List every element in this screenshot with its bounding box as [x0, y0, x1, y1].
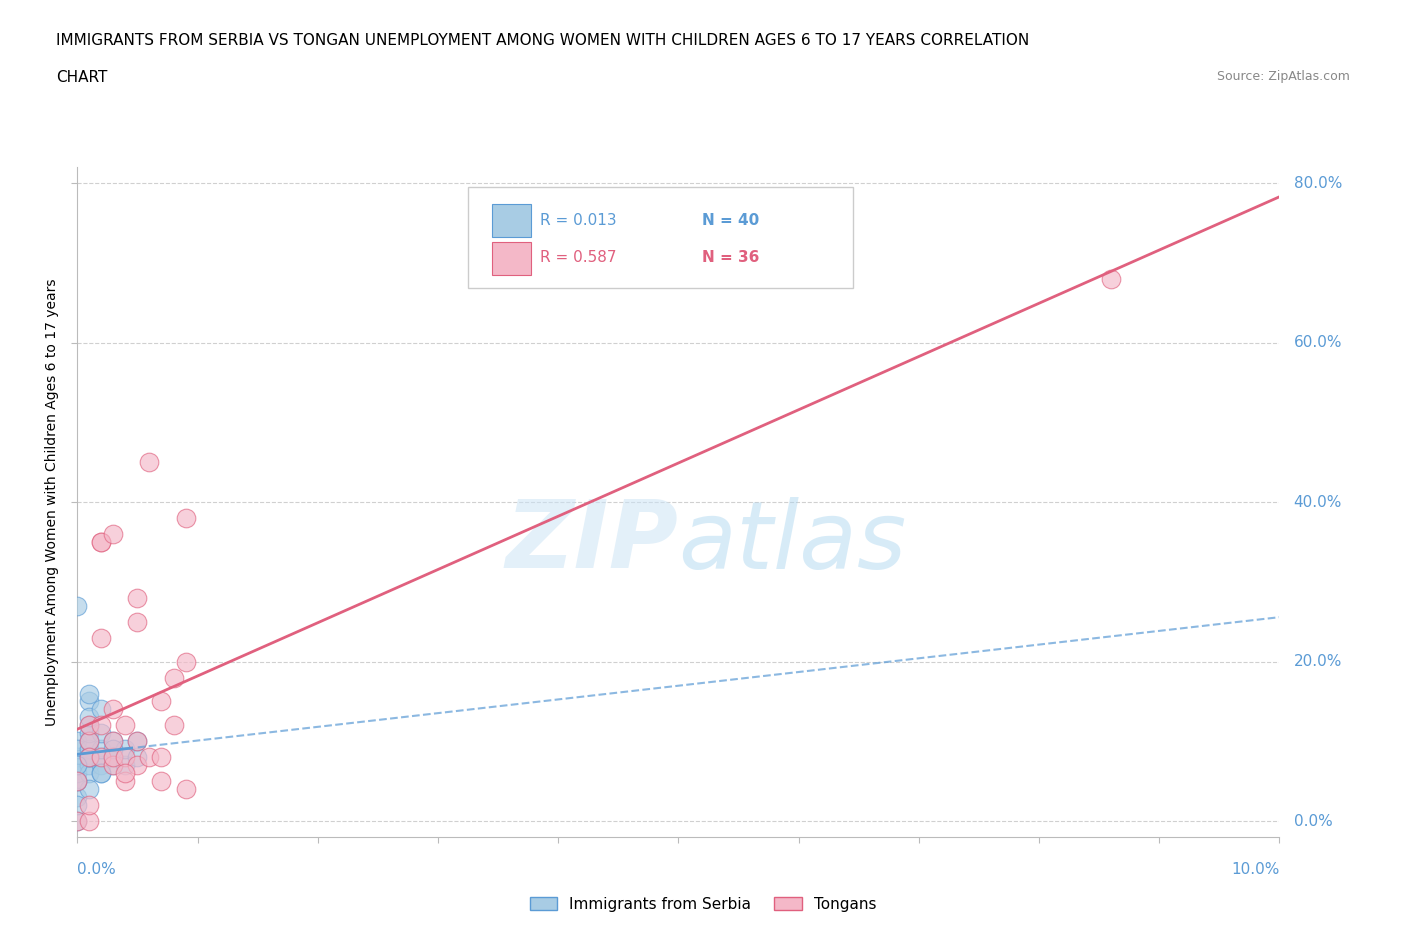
Point: [66, 758, 89, 773]
Point: [127, 734, 149, 749]
Point: [66, 758, 89, 773]
Text: Source: ZipAtlas.com: Source: ZipAtlas.com: [1216, 70, 1350, 83]
Text: R = 0.587: R = 0.587: [540, 250, 617, 265]
Point: [66, 765, 89, 780]
Point: [103, 758, 125, 773]
Point: [66, 814, 89, 829]
Point: [114, 758, 136, 773]
Text: CHART: CHART: [56, 70, 108, 85]
Point: [66, 790, 89, 804]
Point: [103, 758, 125, 773]
Point: [174, 654, 197, 669]
Text: atlas: atlas: [679, 497, 907, 588]
Point: [79, 718, 101, 733]
Point: [150, 694, 173, 709]
Point: [127, 758, 149, 773]
Text: 80.0%: 80.0%: [1294, 176, 1341, 191]
Text: 40.0%: 40.0%: [1294, 495, 1341, 510]
Point: [90, 750, 112, 764]
Point: [79, 742, 101, 757]
Point: [79, 726, 101, 741]
Point: [79, 814, 101, 829]
Point: [1099, 272, 1122, 286]
Text: 0.0%: 0.0%: [1294, 814, 1333, 829]
FancyBboxPatch shape: [468, 188, 852, 288]
Point: [79, 694, 101, 709]
Point: [127, 615, 149, 630]
Point: [90, 535, 112, 550]
Point: [90, 726, 112, 741]
Point: [66, 774, 89, 789]
Point: [103, 750, 125, 764]
FancyBboxPatch shape: [492, 205, 530, 237]
Point: [103, 702, 125, 717]
Point: [66, 742, 89, 757]
Point: [79, 750, 101, 764]
Point: [66, 750, 89, 764]
Point: [66, 734, 89, 749]
Point: [79, 798, 101, 813]
Point: [79, 765, 101, 780]
Point: [90, 702, 112, 717]
Point: [79, 734, 101, 749]
Point: [127, 750, 149, 764]
Point: [103, 742, 125, 757]
Point: [114, 774, 136, 789]
Text: N = 36: N = 36: [703, 250, 759, 265]
Point: [114, 718, 136, 733]
Point: [79, 750, 101, 764]
Point: [114, 750, 136, 764]
Legend: Immigrants from Serbia, Tongans: Immigrants from Serbia, Tongans: [523, 890, 883, 918]
Point: [79, 710, 101, 724]
Point: [90, 742, 112, 757]
Text: N = 40: N = 40: [703, 214, 759, 229]
FancyBboxPatch shape: [492, 242, 530, 274]
Point: [79, 718, 101, 733]
Point: [103, 750, 125, 764]
Point: [90, 758, 112, 773]
Point: [138, 455, 160, 470]
Point: [150, 750, 173, 764]
Text: 60.0%: 60.0%: [1294, 336, 1341, 351]
Text: ZIP: ZIP: [506, 497, 679, 589]
Point: [79, 734, 101, 749]
Point: [103, 734, 125, 749]
Point: [90, 765, 112, 780]
Point: [174, 782, 197, 797]
Point: [162, 718, 184, 733]
Point: [66, 774, 89, 789]
Point: [66, 774, 89, 789]
Text: 20.0%: 20.0%: [1294, 654, 1341, 669]
Point: [150, 774, 173, 789]
Point: [79, 750, 101, 764]
Point: [90, 750, 112, 764]
Point: [79, 686, 101, 701]
Point: [66, 814, 89, 829]
Point: [103, 734, 125, 749]
Point: [90, 535, 112, 550]
Point: [66, 598, 89, 613]
Point: [90, 631, 112, 645]
Point: [66, 798, 89, 813]
Point: [90, 718, 112, 733]
Point: [103, 526, 125, 541]
Point: [114, 765, 136, 780]
Point: [90, 765, 112, 780]
Text: 0.0%: 0.0%: [77, 862, 117, 877]
Point: [162, 671, 184, 685]
Text: 10.0%: 10.0%: [1232, 862, 1279, 877]
Point: [79, 782, 101, 797]
Point: [174, 511, 197, 525]
Point: [138, 750, 160, 764]
Point: [114, 742, 136, 757]
Text: R = 0.013: R = 0.013: [540, 214, 617, 229]
Y-axis label: Unemployment Among Women with Children Ages 6 to 17 years: Unemployment Among Women with Children A…: [45, 278, 59, 726]
Point: [79, 750, 101, 764]
Point: [127, 591, 149, 605]
Point: [127, 734, 149, 749]
Point: [79, 758, 101, 773]
Text: IMMIGRANTS FROM SERBIA VS TONGAN UNEMPLOYMENT AMONG WOMEN WITH CHILDREN AGES 6 T: IMMIGRANTS FROM SERBIA VS TONGAN UNEMPLO…: [56, 33, 1029, 47]
